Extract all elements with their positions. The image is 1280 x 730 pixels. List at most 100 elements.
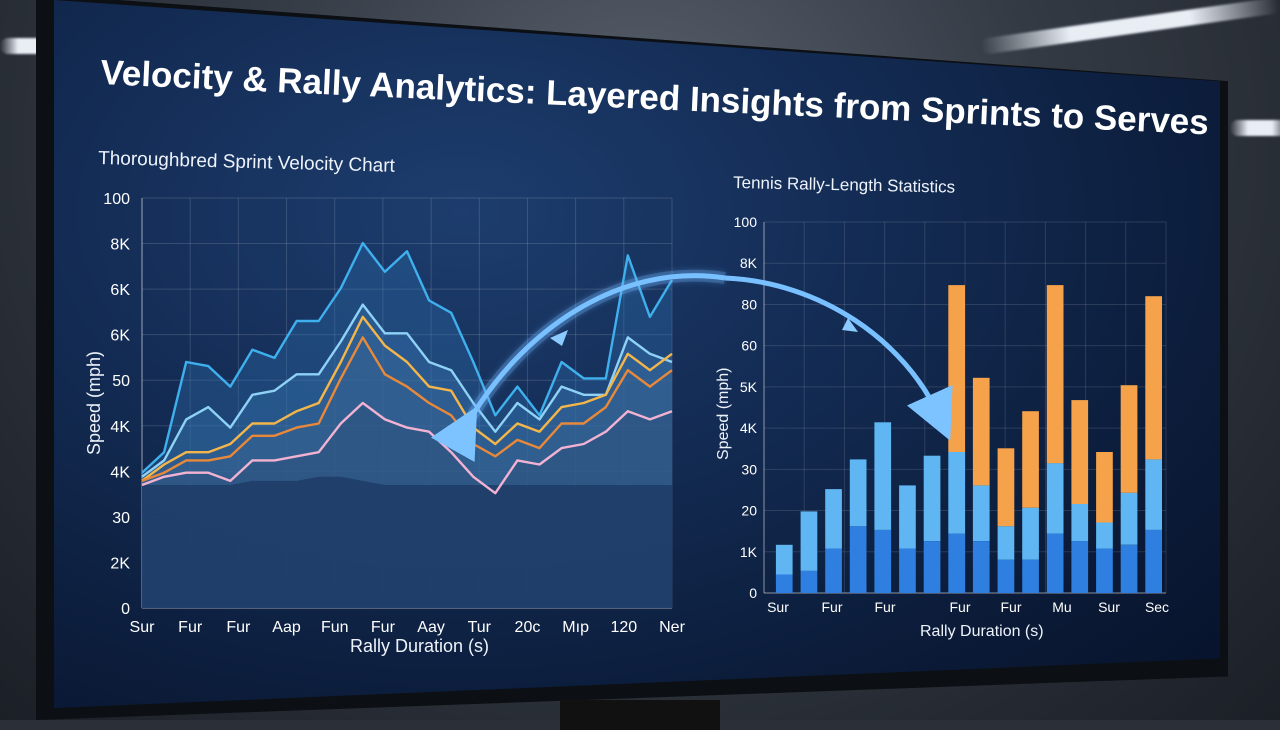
y-tick-label: 100 [734, 214, 758, 230]
x-tick-label: Ner [659, 619, 685, 636]
x-tick-label: Sec [1145, 599, 1169, 615]
bar-segment [1022, 559, 1039, 593]
x-tick-label: Fur [178, 619, 203, 636]
x-tick-label: Sur [130, 619, 156, 636]
bar-segment [1096, 452, 1113, 523]
series-line [141, 241, 674, 474]
bar-segment [1145, 529, 1162, 593]
rally-stacked-bar-chart: Tennis Rally-Length Statistics 0 1K 20 30 4K… [715, 173, 1169, 640]
bar-segment [1022, 411, 1039, 508]
left-chart-title: Thoroughbred Sprint Velocity Chart [98, 148, 396, 177]
y-tick-label: 80 [741, 296, 757, 312]
x-tick-label: Fur [226, 619, 251, 636]
y-tick-label: 4K [110, 419, 130, 436]
bar-segment [1046, 285, 1064, 464]
dashboard-title: Velocity & Rally Analytics: Layered Insi… [100, 53, 1210, 142]
bar-segment [1096, 548, 1113, 593]
right-chart-title: Tennis Rally-Length Statistics [733, 173, 955, 197]
bar-segment [997, 559, 1015, 593]
bar-segment [825, 489, 842, 549]
series-line [141, 336, 673, 483]
bar-segment [1120, 385, 1138, 493]
x-tick-label: Mıp [562, 619, 589, 636]
bar-segment [1022, 507, 1039, 560]
y-tick-label: 4K [110, 464, 130, 481]
y-tick-label: 5K [740, 379, 758, 395]
x-tick-label: Fur [822, 599, 843, 615]
bar-segment [923, 455, 941, 541]
x-tick-label: Fur [950, 599, 971, 615]
left-y-tick-labels: 0 2K 30 4K 4K 50 6K 6K 8K 100 [103, 191, 130, 618]
x-tick-label: 20c [515, 619, 541, 636]
series-line [141, 315, 673, 482]
left-x-tick-labels: Sur Fur Fur Aap Fun Fur Aay Tur 20c Mıp 120 Ner [130, 619, 686, 636]
x-tick-label: Fur [875, 599, 896, 615]
y-tick-label: 0 [749, 585, 757, 601]
bar-segment [874, 529, 892, 593]
right-x-tick-labels: Sur Fur Fur Fur Fur Mu Sur Sec [767, 599, 1169, 615]
bar-segment [1046, 463, 1064, 534]
bar-segment [1145, 459, 1162, 530]
x-tick-label: Fur [371, 619, 396, 636]
velocity-area-chart: Thoroughbred Sprint Velocity Chart 0 2K 30… [84, 148, 686, 656]
bar-segment [800, 570, 818, 593]
x-tick-label: Sur [767, 599, 789, 615]
y-tick-label: 4K [740, 420, 758, 436]
series-line [141, 303, 673, 478]
bar-segment [1046, 533, 1064, 593]
bar-segment [1096, 522, 1113, 549]
x-tick-label: Fun [321, 619, 349, 636]
x-tick-label: 120 [610, 619, 637, 636]
bar-segment [775, 574, 793, 593]
right-y-axis-label: Speed (mph) [715, 368, 732, 461]
y-tick-label: 6K [110, 328, 130, 345]
bar-segment [972, 485, 990, 541]
bar-segment [997, 448, 1015, 527]
right-y-tick-labels: 0 1K 20 30 4K 5K 60 80 8K 100 [734, 214, 758, 601]
bar-segment [1145, 296, 1162, 460]
bar-segment [923, 541, 941, 593]
left-series-lines [141, 241, 674, 495]
bar-segment [849, 459, 867, 527]
ceiling-light [1230, 120, 1280, 136]
bar-segment [972, 377, 990, 486]
y-tick-label: 1K [740, 544, 758, 560]
y-tick-label: 30 [741, 461, 757, 477]
y-tick-label: 8K [110, 237, 130, 254]
bar-segment [800, 511, 818, 571]
y-tick-label: 60 [741, 338, 757, 354]
baseline-band [142, 476, 672, 608]
bar-segment [825, 548, 842, 593]
bar-segment [1120, 544, 1138, 593]
arc-chevron-icon [550, 330, 568, 346]
bar-segment [874, 422, 892, 530]
y-tick-label: 20 [741, 503, 757, 519]
bar-segment [948, 452, 965, 534]
x-tick-label: Tur [468, 619, 492, 636]
bar-segment [948, 285, 965, 452]
y-tick-label: 6K [110, 282, 130, 299]
y-tick-label: 100 [103, 191, 130, 208]
bar-segment [849, 526, 867, 593]
x-tick-label: Aay [417, 619, 445, 636]
left-x-axis-label: Rally Duration (s) [350, 636, 489, 656]
left-area-fills [142, 243, 672, 608]
bar-segment [899, 548, 916, 593]
x-tick-label: Sur [1098, 599, 1120, 615]
x-tick-label: Fur [1001, 599, 1022, 615]
bar-segment [1071, 541, 1089, 593]
y-tick-label: 8K [740, 255, 758, 271]
bar-segment [997, 526, 1015, 560]
bar-segment [899, 485, 916, 549]
bar-segment [775, 544, 793, 575]
x-tick-label: Mu [1052, 599, 1071, 615]
arc-chevron-icon [842, 318, 858, 332]
right-x-axis-label: Rally Duration (s) [920, 623, 1044, 640]
connector-arc-right [724, 275, 953, 441]
y-tick-label: 2K [110, 555, 130, 572]
bar-segment [1071, 504, 1089, 542]
left-y-axis-label: Speed (mph) [84, 351, 104, 455]
y-tick-label: 0 [121, 601, 130, 618]
bar-segment [948, 533, 965, 593]
